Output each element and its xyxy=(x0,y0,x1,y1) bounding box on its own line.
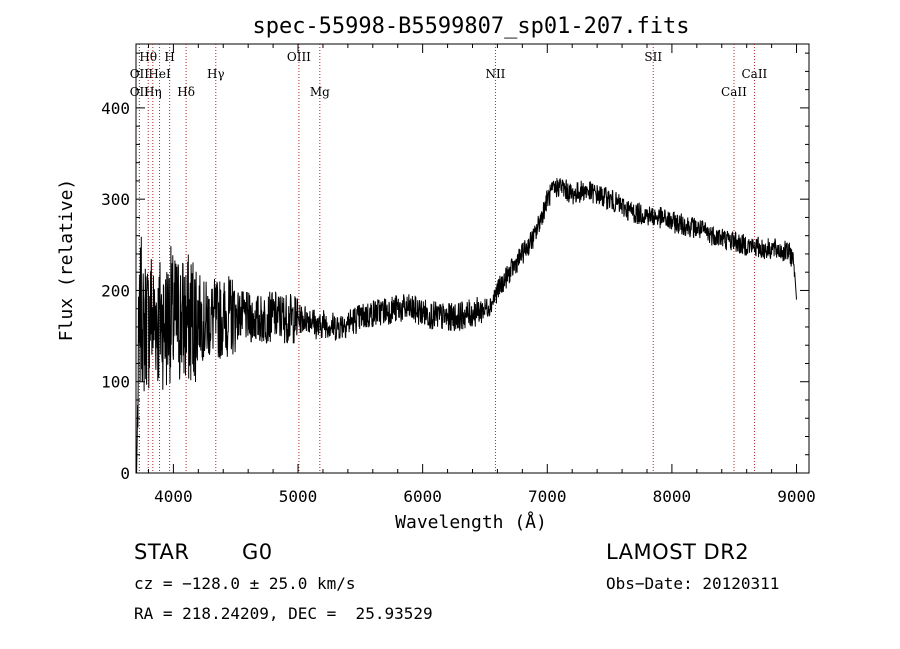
y-tick-label: 0 xyxy=(120,464,130,483)
redshift-readout: cz = −128.0 ± 25.0 km/s xyxy=(134,574,356,593)
y-tick-label: 100 xyxy=(101,373,130,392)
plot-frame xyxy=(135,43,810,474)
x-axis-label: Wavelength (Å) xyxy=(395,511,547,533)
x-tick-label: 5000 xyxy=(279,487,318,506)
x-tick-label: 9000 xyxy=(777,487,816,506)
marker-label: Hγ xyxy=(207,67,225,81)
y-tick-label: 200 xyxy=(101,281,130,300)
marker-label: OII xyxy=(130,85,150,99)
y-axis-label: Flux (relative) xyxy=(56,179,77,342)
obs-date: Obs−Date: 20120311 xyxy=(606,574,780,593)
marker-label: NII xyxy=(485,67,505,81)
marker-label: Mg xyxy=(310,85,330,99)
coordinates-readout: RA = 218.24209, DEC = 25.93529 xyxy=(134,604,433,623)
y-tick-label: 400 xyxy=(101,99,130,118)
marker-label: OII xyxy=(130,67,150,81)
marker-label: CaII xyxy=(721,85,747,99)
x-axis-ticks: 4000 5000 6000 7000 8000 9000 xyxy=(147,44,816,506)
marker-label: H xyxy=(164,50,174,64)
marker-label: Hδ xyxy=(177,85,195,99)
marker-label: Hη xyxy=(144,85,162,99)
marker-label: OIII xyxy=(287,50,311,64)
y-axis-ticks: 0 100 200 300 400 xyxy=(101,52,809,483)
spectrum-series-line xyxy=(136,177,797,474)
x-tick-label: 8000 xyxy=(653,487,692,506)
object-subclass: G0 xyxy=(242,540,273,564)
x-tick-label: 6000 xyxy=(403,487,442,506)
marker-label: HeI xyxy=(148,67,171,81)
chart-title: spec-55998-B5599807_sp01-207.fits xyxy=(252,14,689,39)
emission-line-markers xyxy=(138,44,755,473)
marker-label: Hθ xyxy=(139,50,157,64)
object-class: STAR xyxy=(134,540,190,564)
marker-label: SII xyxy=(644,50,662,64)
survey-name: LAMOST DR2 xyxy=(606,540,750,564)
x-tick-label: 7000 xyxy=(528,487,567,506)
y-tick-label: 300 xyxy=(101,190,130,209)
marker-label: CaII xyxy=(741,67,767,81)
x-tick-label: 4000 xyxy=(154,487,193,506)
